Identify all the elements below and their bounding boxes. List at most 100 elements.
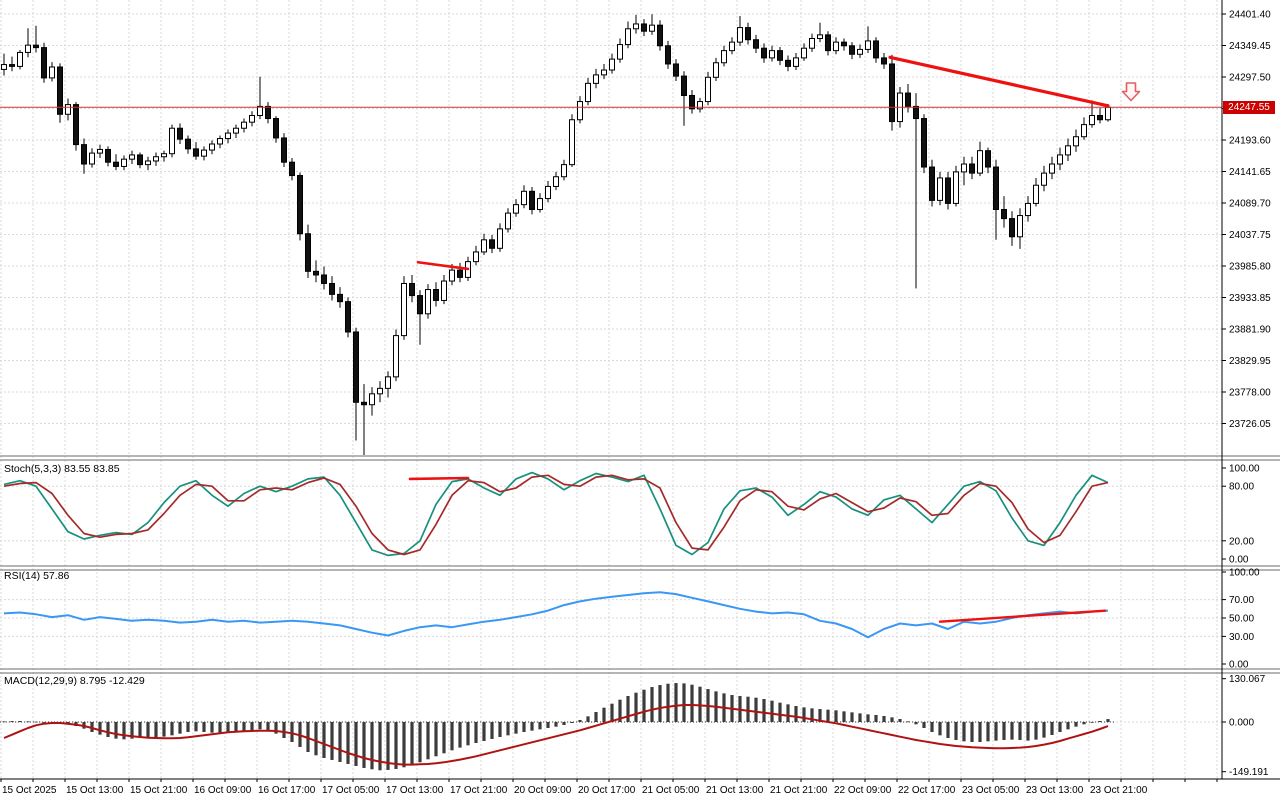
down-arrow-icon[interactable] (1121, 82, 1141, 102)
bull-candle-body (1081, 124, 1087, 138)
date-label: 17 Oct 05:00 (322, 785, 380, 796)
bear-candle-body (913, 105, 919, 120)
candle (817, 22, 823, 43)
candle (377, 381, 383, 403)
candle (177, 123, 183, 145)
candle (953, 165, 959, 207)
macd-histogram-bar (618, 699, 622, 722)
candle (705, 71, 711, 106)
bear-candle-body (785, 59, 791, 67)
candle (753, 34, 759, 54)
candle (185, 135, 191, 154)
candle (457, 262, 463, 283)
bull-candle-body (145, 160, 151, 166)
macd-histogram-bar (842, 711, 846, 722)
macd-histogram-bar (378, 722, 382, 771)
price-axis-label: 24401.40 (1229, 10, 1271, 21)
bear-candle-body (969, 163, 975, 174)
macd-histogram-bar (314, 722, 318, 756)
candle (337, 287, 343, 308)
macd-histogram-bar (1042, 722, 1046, 738)
price-axis-label: 23985.80 (1229, 262, 1271, 273)
macd-panel[interactable] (0, 683, 1222, 771)
macd-histogram-bar (186, 722, 190, 732)
bear-candle-body (889, 63, 895, 123)
bull-candle-body (225, 132, 231, 140)
candle (265, 102, 271, 124)
bear-candle-body (417, 295, 423, 315)
date-label: 17 Oct 13:00 (386, 785, 444, 796)
candle (321, 266, 327, 290)
bull-candle-body (545, 185, 551, 200)
macd-histogram-bar (1098, 721, 1102, 722)
candle (513, 199, 519, 217)
date-label: 15 Oct 2025 (2, 785, 57, 796)
macd-histogram-bar (1050, 722, 1054, 735)
candle (673, 59, 679, 81)
stoch-k-line (3, 471, 1109, 557)
stochastic-panel[interactable] (0, 471, 1222, 557)
bull-candle-body (937, 177, 943, 201)
candle (929, 159, 935, 207)
date-label: 21 Oct 21:00 (770, 785, 828, 796)
main-price-panel[interactable] (0, 14, 1222, 456)
bull-candle-body (553, 176, 559, 187)
candle (505, 208, 511, 233)
candle (1081, 117, 1087, 140)
drawn-objects-layer[interactable] (408, 55, 1141, 623)
candle (913, 93, 919, 289)
bear-candle-body (345, 301, 351, 333)
candle (601, 63, 607, 80)
macd-histogram-bar (1066, 722, 1070, 730)
macd-histogram-bar (682, 683, 686, 722)
candle (721, 45, 727, 67)
macd-histogram-bar (642, 689, 646, 722)
macd-histogram-bar (554, 722, 558, 727)
macd-histogram-bar (610, 703, 614, 722)
bear-candle-body (993, 166, 999, 210)
bull-candle-body (585, 82, 591, 103)
candle (777, 46, 783, 66)
rsi-panel[interactable] (0, 591, 1222, 639)
candle (1073, 129, 1079, 152)
trendline-rsi[interactable] (938, 609, 1107, 623)
candle (225, 129, 231, 144)
date-label: 20 Oct 17:00 (578, 785, 636, 796)
bull-candle-body (1073, 136, 1079, 147)
trendline-main[interactable] (888, 55, 1110, 108)
candle (193, 142, 199, 160)
candle (921, 114, 927, 174)
bull-candle-body (385, 376, 391, 389)
rsi-line (3, 591, 1109, 639)
trendline-mini[interactable] (416, 260, 470, 271)
bear-candle-body (945, 177, 951, 204)
bear-candle-body (337, 293, 343, 303)
macd-histogram-bar (146, 722, 150, 738)
candle (881, 53, 887, 69)
bear-candle-body (1001, 208, 1007, 220)
macd-histogram-bar (226, 722, 230, 733)
bull-candle-body (601, 69, 607, 76)
candle (161, 150, 167, 162)
candle (961, 156, 967, 186)
macd-histogram-bar (362, 722, 366, 768)
trendline-stoch[interactable] (408, 476, 470, 481)
macd-histogram-bar (874, 715, 878, 722)
candle (1057, 147, 1063, 171)
bull-candle-body (633, 23, 639, 30)
macd-histogram-bar (506, 722, 510, 736)
rsi-axis-label: 50.00 (1229, 614, 1254, 625)
macd-histogram-bar (250, 722, 254, 731)
candle (585, 77, 591, 106)
candle (857, 44, 863, 58)
bull-candle-body (257, 105, 263, 117)
candle (361, 384, 367, 456)
candle (649, 14, 655, 35)
macd-histogram-bar (514, 722, 518, 734)
bear-candle-body (873, 40, 879, 59)
macd-axis-label: -149.191 (1229, 767, 1269, 778)
macd-histogram-bar (154, 722, 158, 737)
bear-candle-body (1009, 218, 1015, 238)
macd-histogram-bar (626, 696, 630, 722)
